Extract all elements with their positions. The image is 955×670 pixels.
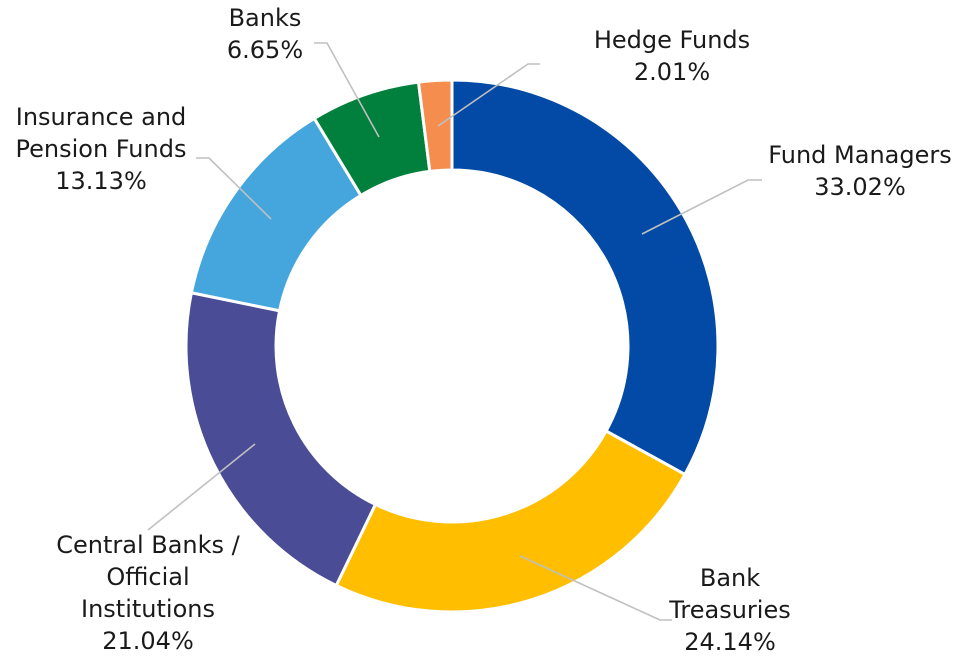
- leader-line-insurance-and-pension-funds: [196, 157, 272, 220]
- data-label-percent: 13.13%: [55, 167, 147, 195]
- data-label-central-banks-official-institutions: Central Banks / Official Institutions 21.04…: [56, 531, 240, 655]
- slice-bank-treasuries: [334, 428, 687, 614]
- data-label-line: Institutions: [81, 595, 215, 623]
- leader-line-fund-managers: [641, 179, 762, 235]
- slices-layer: [184, 78, 720, 614]
- leader-line-bank-treasuries: [519, 555, 672, 621]
- data-label-percent: 2.01%: [634, 58, 710, 86]
- data-label-line: Official: [106, 563, 189, 591]
- slice-fund-managers: [450, 78, 720, 477]
- data-label-hedge-funds: Hedge Funds 2.01%: [594, 26, 750, 86]
- data-label-line: Treasuries: [668, 596, 790, 624]
- data-label-fund-managers: Fund Managers 33.02%: [768, 141, 951, 201]
- data-label-bank-treasuries: Bank Treasuries 24.14%: [668, 564, 790, 656]
- data-label-line: Bank: [700, 564, 760, 592]
- data-label-line: Pension Funds: [16, 135, 187, 163]
- data-label-percent: 21.04%: [102, 627, 194, 655]
- leader-line-banks: [314, 42, 380, 138]
- data-label-insurance-and-pension-funds: Insurance and Pension Funds 13.13%: [16, 103, 187, 195]
- data-label-line: Central Banks /: [56, 531, 240, 559]
- data-label-banks: Banks 6.65%: [227, 4, 303, 64]
- leader-lines-layer: [147, 42, 762, 621]
- data-label-line: Insurance and: [16, 103, 187, 131]
- data-label-percent: 6.65%: [227, 36, 303, 64]
- slice-hedge-funds: [416, 78, 454, 174]
- data-label-line: Banks: [229, 4, 302, 32]
- data-label-line: Hedge Funds: [594, 26, 750, 54]
- data-label-line: Fund Managers: [768, 141, 951, 169]
- labels-layer: Fund Managers 33.02% Bank Treasuries 24.14% C…: [16, 4, 952, 656]
- leader-line-hedge-funds: [437, 63, 540, 127]
- data-label-percent: 24.14%: [684, 628, 776, 656]
- data-label-percent: 33.02%: [814, 173, 906, 201]
- leader-line-central-banks-official-institutions: [147, 443, 256, 531]
